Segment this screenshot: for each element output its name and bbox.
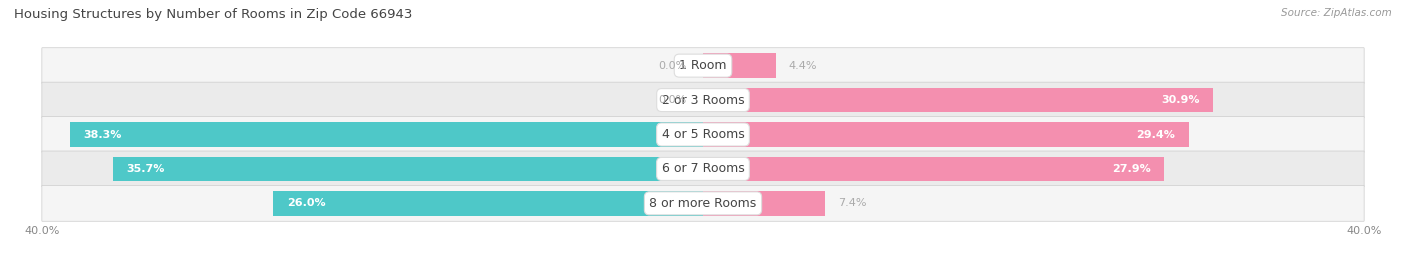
Bar bbox=[703, 157, 1164, 181]
FancyBboxPatch shape bbox=[42, 48, 1364, 84]
FancyBboxPatch shape bbox=[42, 151, 1364, 187]
Text: 38.3%: 38.3% bbox=[83, 129, 122, 140]
Bar bbox=[273, 191, 703, 216]
Bar bbox=[703, 88, 1213, 112]
Text: 6 or 7 Rooms: 6 or 7 Rooms bbox=[662, 162, 744, 175]
Text: 0.0%: 0.0% bbox=[658, 95, 686, 105]
Text: Housing Structures by Number of Rooms in Zip Code 66943: Housing Structures by Number of Rooms in… bbox=[14, 8, 412, 21]
Text: 8 or more Rooms: 8 or more Rooms bbox=[650, 197, 756, 210]
Text: 27.9%: 27.9% bbox=[1112, 164, 1150, 174]
Text: 4.4%: 4.4% bbox=[789, 61, 817, 71]
FancyBboxPatch shape bbox=[42, 82, 1364, 118]
Text: 1 Room: 1 Room bbox=[679, 59, 727, 72]
Bar bbox=[703, 53, 776, 78]
Bar bbox=[703, 191, 825, 216]
Text: 7.4%: 7.4% bbox=[838, 198, 868, 208]
Text: 2 or 3 Rooms: 2 or 3 Rooms bbox=[662, 94, 744, 107]
Text: 26.0%: 26.0% bbox=[287, 198, 325, 208]
Text: 30.9%: 30.9% bbox=[1161, 95, 1201, 105]
FancyBboxPatch shape bbox=[42, 185, 1364, 221]
Text: 0.0%: 0.0% bbox=[658, 61, 686, 71]
Bar bbox=[114, 157, 703, 181]
Bar bbox=[70, 122, 703, 147]
Bar bbox=[703, 122, 1188, 147]
Text: 29.4%: 29.4% bbox=[1136, 129, 1175, 140]
Text: Source: ZipAtlas.com: Source: ZipAtlas.com bbox=[1281, 8, 1392, 18]
Text: 4 or 5 Rooms: 4 or 5 Rooms bbox=[662, 128, 744, 141]
FancyBboxPatch shape bbox=[42, 116, 1364, 153]
Text: 35.7%: 35.7% bbox=[127, 164, 165, 174]
